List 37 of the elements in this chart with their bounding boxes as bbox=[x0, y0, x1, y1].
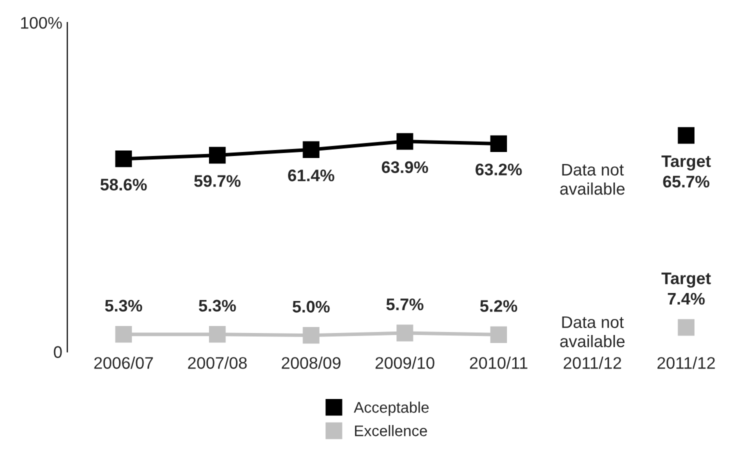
x-tick-label: 2008/09 bbox=[282, 356, 340, 369]
x-tick-label: 2007/08 bbox=[188, 356, 247, 369]
annotation: Data not available bbox=[560, 164, 625, 195]
data-label: Target 65.7% bbox=[661, 155, 711, 188]
point bbox=[115, 150, 132, 168]
data-label: 58.6% bbox=[100, 178, 147, 191]
point bbox=[678, 319, 694, 336]
x-tick-label: 2009/10 bbox=[376, 356, 434, 369]
x-tick-label: 2010/11 bbox=[470, 356, 528, 369]
point bbox=[209, 146, 226, 164]
point bbox=[302, 141, 320, 158]
data-label: 5.3% bbox=[105, 300, 142, 312]
data-label: 5.0% bbox=[292, 300, 330, 313]
point bbox=[678, 127, 694, 144]
data-label: Target 7.4% bbox=[661, 272, 711, 305]
data-label: 5.3% bbox=[198, 300, 236, 312]
data-label: 61.4% bbox=[288, 170, 334, 182]
data-label: 5.7% bbox=[386, 298, 424, 310]
x-tick-label: 2011/12 bbox=[564, 356, 622, 369]
point bbox=[490, 326, 507, 343]
x-tick-label: 2011/12 bbox=[657, 356, 715, 369]
point bbox=[396, 133, 414, 150]
point bbox=[490, 135, 507, 152]
y-tick-label: 100% bbox=[21, 16, 62, 29]
data-label: 59.7% bbox=[194, 175, 241, 187]
legend-label: Excellence bbox=[355, 425, 427, 436]
y-tick-label: 0 bbox=[54, 346, 62, 358]
point bbox=[302, 326, 320, 344]
annotation: Data not available bbox=[560, 316, 625, 348]
data-label: 63.9% bbox=[382, 161, 428, 174]
point bbox=[209, 326, 226, 343]
point bbox=[396, 324, 414, 342]
x-tick-label: 2006/07 bbox=[94, 356, 153, 369]
legend-label: Acceptable bbox=[354, 402, 429, 416]
data-label: 63.2% bbox=[476, 164, 522, 176]
data-label: 5.2% bbox=[480, 300, 518, 312]
point bbox=[115, 326, 132, 343]
